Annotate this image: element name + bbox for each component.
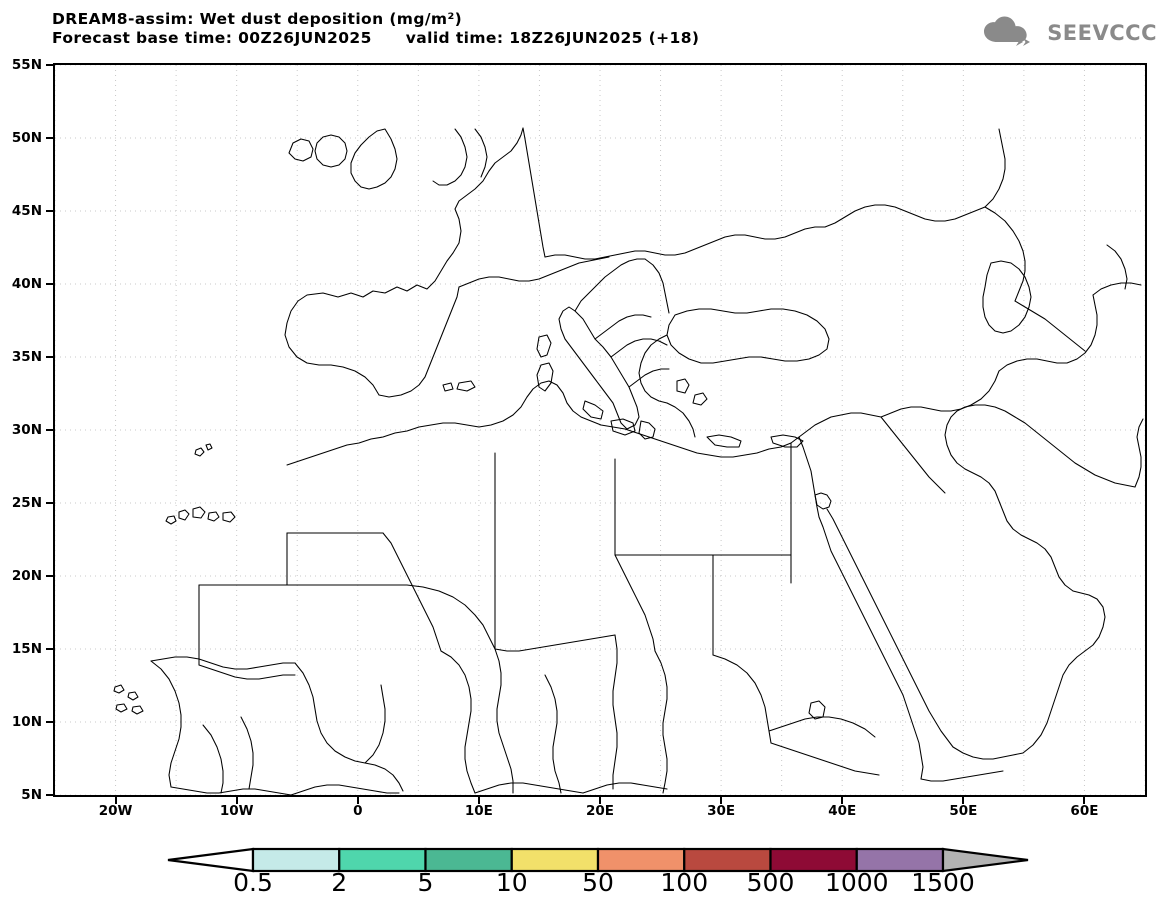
chart-subtitle: Forecast base time: 00Z26JUN2025 valid ti… <box>52 29 952 48</box>
cloud-wind-icon <box>983 16 1041 50</box>
chart-title: DREAM8-assim: Wet dust deposition (mg/m²… <box>52 10 463 28</box>
y-axis-tick-label: 35N <box>11 349 42 365</box>
colorbar[interactable]: 0.5 2 5 10 50 100 500 1000 1500 <box>0 843 1165 907</box>
x-axis-tick <box>356 797 359 804</box>
x-axis-tick-label: 0 <box>353 803 363 819</box>
colorbar-tick-label: 100 <box>660 868 709 897</box>
colorbar-tick-label: 10 <box>495 868 528 897</box>
y-axis-tick-label: 40N <box>11 276 42 292</box>
forecast-valid-time: valid time: 18Z26JUN2025 (+18) <box>405 29 700 47</box>
y-axis-tick <box>46 64 53 66</box>
y-axis-tick-label: 20N <box>11 568 42 584</box>
x-axis-tick-label: 20W <box>98 803 133 819</box>
x-axis-tick <box>599 797 601 804</box>
y-axis-tick <box>46 648 53 650</box>
x-axis-tick <box>720 797 723 804</box>
x-axis-tick <box>477 797 480 804</box>
y-axis-tick <box>46 356 53 358</box>
y-axis-tick-label: 30N <box>11 422 42 438</box>
x-axis-tick-label: 30E <box>707 803 736 819</box>
x-axis-tick-label: 40E <box>828 803 857 819</box>
x-axis-tick-label: 60E <box>1070 803 1099 819</box>
seevccc-logo: SEEVCCC <box>983 16 1157 50</box>
y-axis-tick <box>46 575 53 577</box>
y-axis-tick <box>46 283 53 285</box>
y-axis-tick-label: 25N <box>11 495 42 511</box>
y-axis-tick <box>46 794 53 796</box>
map-geography <box>113 127 1144 795</box>
colorbar-tick-label: 0.5 <box>233 868 273 897</box>
x-axis-tick-label: 10E <box>464 803 493 819</box>
x-axis-tick <box>841 797 844 804</box>
colorbar-tick-label: 1500 <box>911 868 975 897</box>
y-axis-tick <box>46 137 53 139</box>
y-axis-tick-label: 45N <box>11 203 42 219</box>
colorbar-tick-labels: 0.5 2 5 10 50 100 500 1000 1500 <box>0 868 1165 898</box>
y-axis-tick <box>46 210 53 212</box>
colorbar-tick-label: 1000 <box>824 868 889 897</box>
colorbar-tick-label: 500 <box>746 868 795 897</box>
x-axis-tick-label: 20E <box>585 803 614 819</box>
y-axis-tick <box>46 721 53 723</box>
y-axis-tick-label: 55N <box>11 57 42 73</box>
y-axis-tick-label: 10N <box>11 714 42 730</box>
x-axis-tick <box>114 797 117 804</box>
x-axis-tick <box>235 797 238 804</box>
colorbar-tick-label: 50 <box>582 868 614 897</box>
y-axis-tick-label: 5N <box>21 787 42 803</box>
y-axis-tick-label: 15N <box>11 641 42 657</box>
map-canvas <box>55 65 1145 795</box>
y-axis-tick-label: 50N <box>11 130 42 146</box>
map-plot-area[interactable] <box>53 63 1147 797</box>
map-gridlines <box>55 65 1145 795</box>
x-axis-tick-label: 50E <box>949 803 978 819</box>
colorbar-over-arrow[interactable] <box>941 847 1029 873</box>
y-axis-tick <box>46 502 53 504</box>
logo-text: SEEVCCC <box>1047 21 1157 45</box>
colorbar-tick-label: 5 <box>417 868 434 897</box>
colorbar-tick-label: 2 <box>331 868 348 897</box>
x-axis-tick <box>1083 797 1086 804</box>
chart-header: DREAM8-assim: Wet dust deposition (mg/m²… <box>52 10 952 48</box>
colorbar-swatches[interactable] <box>0 843 1165 877</box>
x-axis-tick-label: 10W <box>219 803 254 819</box>
forecast-base-time: Forecast base time: 00Z26JUN2025 <box>52 29 372 47</box>
y-axis-tick <box>46 429 53 431</box>
x-axis-tick <box>962 797 965 804</box>
